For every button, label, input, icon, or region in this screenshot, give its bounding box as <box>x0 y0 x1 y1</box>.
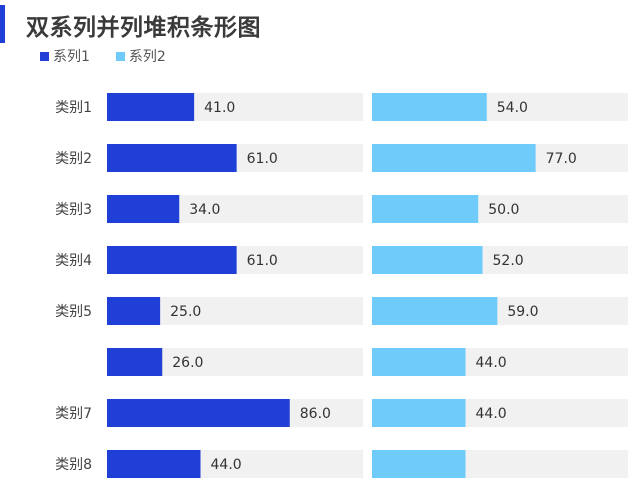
bar-series-2 <box>372 348 466 376</box>
category-label: 类别7 <box>55 406 92 422</box>
bar-series-1 <box>107 144 237 172</box>
bar-series-2 <box>372 450 466 478</box>
bar-series-1 <box>107 297 161 325</box>
bar-series-2 <box>372 399 466 427</box>
bar-series-1 <box>107 246 237 274</box>
category-label: 类别3 <box>55 202 92 218</box>
bar-series-1 <box>107 450 201 478</box>
data-label: 41.0 <box>204 100 235 116</box>
data-label: 44.0 <box>476 355 507 371</box>
legend-label-series-2: 系列2 <box>128 49 166 65</box>
bar-series-1 <box>107 399 290 427</box>
data-label: 86.0 <box>300 406 331 422</box>
legend-item-series-1: 系列1 <box>40 46 90 66</box>
data-label: 26.0 <box>172 355 203 371</box>
legend: 系列1 系列2 <box>40 46 192 66</box>
data-label: 77.0 <box>546 151 577 167</box>
bar-series-2 <box>372 195 479 223</box>
category-label: 类别2 <box>55 151 92 167</box>
data-label: 44.0 <box>211 457 242 473</box>
bar-series-1 <box>107 348 163 376</box>
bar-series-2 <box>372 246 483 274</box>
data-label: 25.0 <box>170 304 201 320</box>
legend-swatch-series-1 <box>40 51 49 61</box>
bar-series-2 <box>372 297 498 325</box>
bar-series-1 <box>107 93 195 121</box>
title-accent-bar <box>0 5 5 43</box>
data-label: 61.0 <box>247 151 278 167</box>
legend-swatch-series-2 <box>115 51 125 61</box>
category-label: 类别5 <box>55 304 92 320</box>
bar-series-2 <box>372 144 536 172</box>
bar-series-1 <box>107 195 180 223</box>
data-label: 50.0 <box>488 202 519 218</box>
data-label: 44.0 <box>476 406 507 422</box>
data-label: 54.0 <box>497 100 528 116</box>
bar-series-2 <box>372 93 487 121</box>
category-label: 类别8 <box>55 457 92 473</box>
data-label: 59.0 <box>507 304 538 320</box>
legend-item-series-2: 系列2 <box>115 46 166 66</box>
legend-label-series-1: 系列1 <box>53 49 90 65</box>
data-label: 61.0 <box>247 253 278 269</box>
chart-title: 双系列并列堆积条形图 <box>26 15 261 41</box>
data-label: 34.0 <box>189 202 220 218</box>
data-label: 52.0 <box>493 253 524 269</box>
category-label: 类别4 <box>55 253 92 269</box>
category-label: 类别1 <box>55 100 92 116</box>
